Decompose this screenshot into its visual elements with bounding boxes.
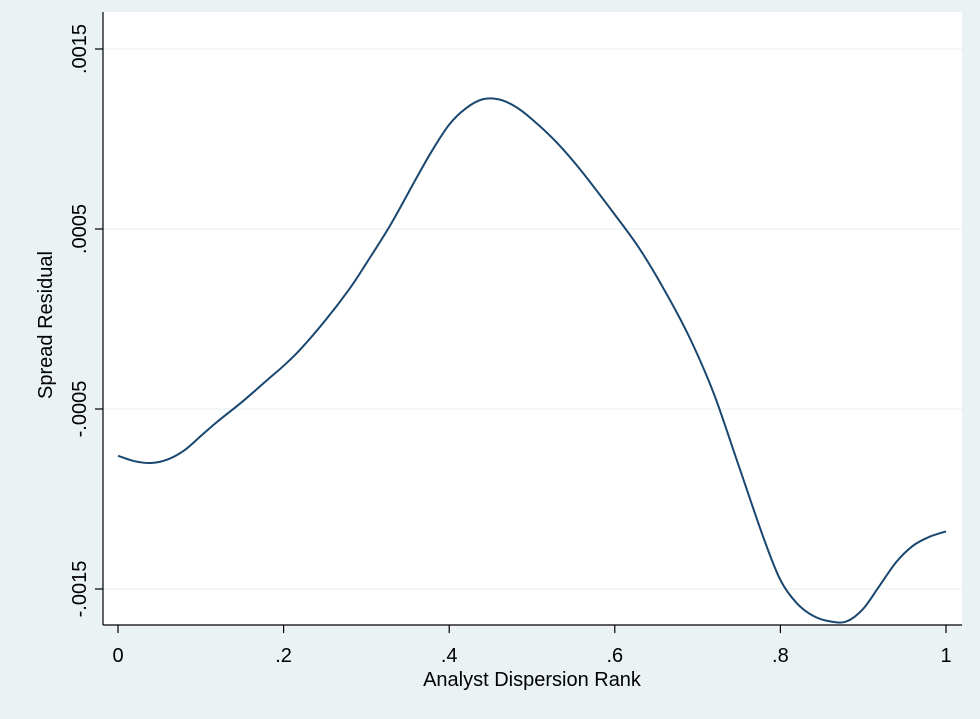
x-tick-label: .8 <box>772 645 789 667</box>
x-tick-label: .2 <box>275 645 292 667</box>
x-tick-label: .6 <box>606 645 623 667</box>
x-tick-label: .4 <box>441 645 458 667</box>
y-tick-label: -.0005 <box>69 381 91 438</box>
y-tick-label: .0015 <box>69 24 91 74</box>
x-tick-label: 0 <box>112 645 123 667</box>
y-axis-ticks: .0015 .0005 -.0005 -.0015 <box>69 24 103 617</box>
y-axis-title: Spread Residual <box>35 251 57 399</box>
gridlines <box>103 48 962 590</box>
y-tick-label: .0005 <box>69 204 91 254</box>
x-axis-ticks: 0 .2 .4 .6 .8 1 <box>112 625 952 667</box>
x-tick-label: 1 <box>940 645 951 667</box>
series-line <box>117 97 947 624</box>
y-tick-label: -.0015 <box>69 561 91 618</box>
plot-area <box>103 12 962 625</box>
x-axis-title: Analyst Dispersion Rank <box>423 669 642 691</box>
